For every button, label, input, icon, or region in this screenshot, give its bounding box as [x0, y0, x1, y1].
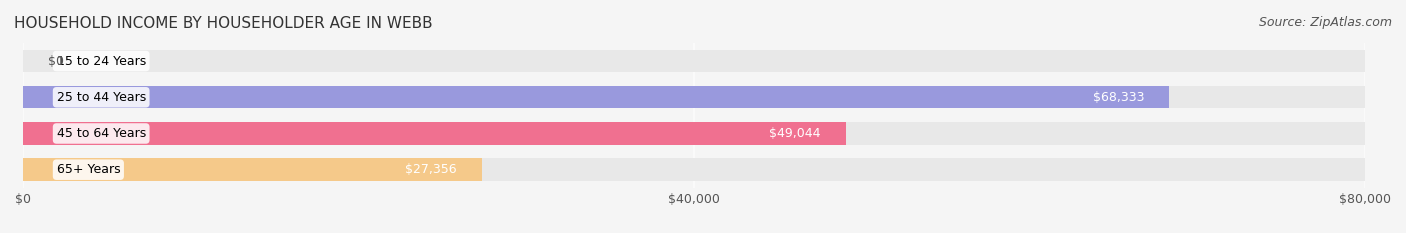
- Bar: [22, 50, 1365, 72]
- Text: $27,356: $27,356: [405, 163, 457, 176]
- Text: $49,044: $49,044: [769, 127, 821, 140]
- Text: $68,333: $68,333: [1092, 91, 1144, 104]
- Text: 15 to 24 Years: 15 to 24 Years: [56, 55, 146, 68]
- Bar: [22, 86, 1170, 109]
- Bar: [22, 86, 1365, 109]
- Text: 65+ Years: 65+ Years: [56, 163, 120, 176]
- Text: $0: $0: [48, 55, 65, 68]
- Text: 45 to 64 Years: 45 to 64 Years: [56, 127, 146, 140]
- Bar: [22, 158, 1365, 181]
- Text: HOUSEHOLD INCOME BY HOUSEHOLDER AGE IN WEBB: HOUSEHOLD INCOME BY HOUSEHOLDER AGE IN W…: [14, 16, 433, 31]
- Bar: [22, 158, 482, 181]
- Bar: [22, 122, 1365, 145]
- Text: Source: ZipAtlas.com: Source: ZipAtlas.com: [1258, 16, 1392, 29]
- Bar: [22, 122, 846, 145]
- Text: 25 to 44 Years: 25 to 44 Years: [56, 91, 146, 104]
